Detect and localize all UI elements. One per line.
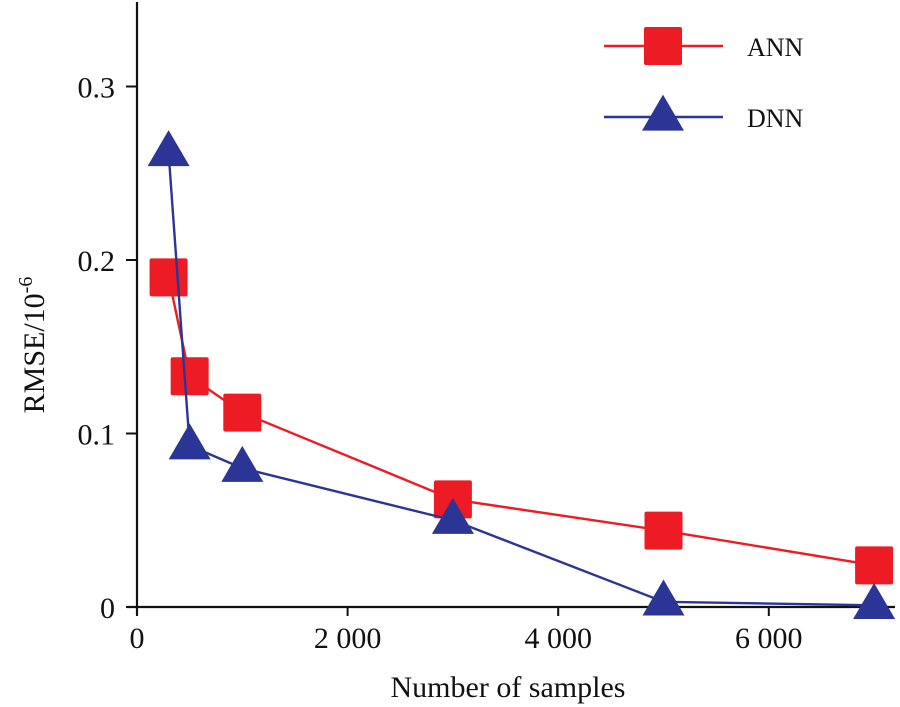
- data-point-ann: [149, 258, 188, 297]
- data-point-ann: [223, 393, 262, 432]
- axes: [127, 2, 895, 615]
- legend-label-dnn: DNN: [747, 104, 804, 133]
- series-dnn: [147, 130, 896, 619]
- legend-marker-dnn: [642, 94, 684, 131]
- data-point-dnn: [147, 130, 190, 167]
- x-tick-label: 6 000: [735, 622, 803, 655]
- series-layer: [147, 130, 896, 619]
- data-point-ann: [170, 357, 209, 396]
- y-axis-title-base: RMSE/10: [18, 293, 51, 413]
- x-axis-title: Number of samples: [391, 671, 626, 704]
- series-line-ann: [167, 277, 875, 567]
- data-point-dnn: [168, 423, 211, 460]
- y-tick-label: 0.2: [78, 245, 116, 278]
- legend-marker-ann: [644, 27, 682, 65]
- legend-label-ann: ANN: [747, 33, 804, 62]
- x-tick-label: 0: [130, 622, 145, 655]
- series-line-dnn: [167, 152, 875, 607]
- x-tick-label: 4 000: [524, 622, 592, 655]
- y-tick-label: 0: [100, 592, 115, 625]
- data-point-ann: [644, 511, 683, 550]
- y-tick-label: 0.3: [78, 72, 116, 105]
- x-tick-label: 2 000: [314, 622, 382, 655]
- y-tick-label: 0.1: [78, 419, 116, 452]
- data-point-dnn: [431, 497, 474, 534]
- legend-item-dnn: DNN: [604, 94, 804, 133]
- y-axis-title: RMSE/10-6: [15, 277, 51, 414]
- data-point-dnn: [642, 579, 685, 616]
- y-axis-title-exponent: -6: [15, 277, 37, 294]
- y-ticks: 0 0.1 0.2 0.3: [78, 72, 137, 625]
- data-point-dnn: [221, 445, 264, 482]
- data-point-ann: [855, 546, 894, 585]
- x-ticks: 0 2 000 4 000 6 000: [130, 607, 803, 655]
- legend: ANN DNN: [604, 27, 804, 133]
- legend-item-ann: ANN: [604, 27, 804, 65]
- data-point-dnn: [853, 582, 896, 619]
- series-ann: [149, 258, 894, 585]
